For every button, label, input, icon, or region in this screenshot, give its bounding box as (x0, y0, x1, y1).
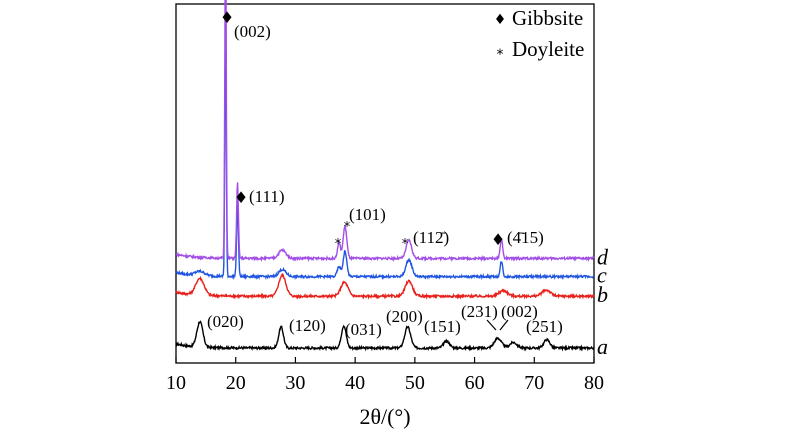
legend: ♦ Gibbsite * Doyleite (494, 6, 585, 63)
pointer-line (486, 319, 497, 331)
peak-label: (200) (386, 307, 423, 326)
peak-label: (111) (249, 187, 285, 206)
peak-label: (101) (349, 205, 386, 224)
series-group (175, 0, 595, 352)
peak-label: (020) (207, 312, 244, 331)
legend-label: Gibbsite (512, 6, 583, 30)
peak-label: (120) (289, 316, 326, 335)
legend-symbol: ♦ (494, 12, 507, 28)
x-tick-label: 20 (226, 372, 246, 394)
gibbsite-marker: ♦ (491, 230, 505, 249)
peak-label: (231) (461, 302, 498, 321)
x-axis-ticks (175, 357, 595, 363)
legend-label: Doyleite (512, 37, 584, 61)
doyleite-marker: * (344, 220, 351, 235)
x-axis-label: 2θ/(°) (359, 404, 410, 429)
pointer-line (499, 319, 509, 331)
series-tag-c: c (597, 263, 607, 288)
series-tag-a: a (597, 334, 608, 359)
x-tick-label: 50 (405, 372, 425, 394)
series-tags: a bcd (597, 244, 609, 359)
phase-markers: ♦♦*** ♦ (220, 8, 505, 252)
series-line-d (175, 0, 595, 263)
series-tag-d: d (597, 244, 609, 269)
peak-label: (4̄15) (507, 228, 544, 247)
gibbsite-marker: ♦ (234, 188, 248, 207)
peak-label: (002) (501, 302, 538, 321)
peak-label: (112̄) (413, 228, 449, 247)
peak-label: (251) (526, 317, 563, 336)
x-tick-label: 70 (524, 372, 544, 394)
series-line-b (175, 272, 595, 300)
legend-symbol: * (497, 47, 504, 63)
series-line-c (175, 27, 595, 281)
gibbsite-marker: ♦ (220, 8, 234, 27)
x-axis-tick-labels: 10 20 30 40 50 60 70 80 (166, 372, 604, 394)
plot-frame (175, 3, 595, 364)
x-tick-label: 40 (345, 372, 365, 394)
doyleite-marker: * (402, 237, 409, 252)
doyleite-marker: * (335, 237, 342, 252)
peak-labels: (002) (111) (101) (112̄) (4̄15) (020) (120) (03… (207, 22, 563, 339)
x-tick-label: 60 (465, 372, 485, 394)
series-line-a (175, 320, 595, 352)
x-tick-label: 10 (166, 372, 186, 394)
series-tag-b: b (597, 282, 608, 307)
x-tick-label: 80 (584, 372, 604, 394)
peak-label: (002) (234, 22, 271, 41)
peak-label: (031) (345, 320, 382, 339)
x-tick-label: 30 (285, 372, 305, 394)
peak-label: (151) (424, 317, 461, 336)
